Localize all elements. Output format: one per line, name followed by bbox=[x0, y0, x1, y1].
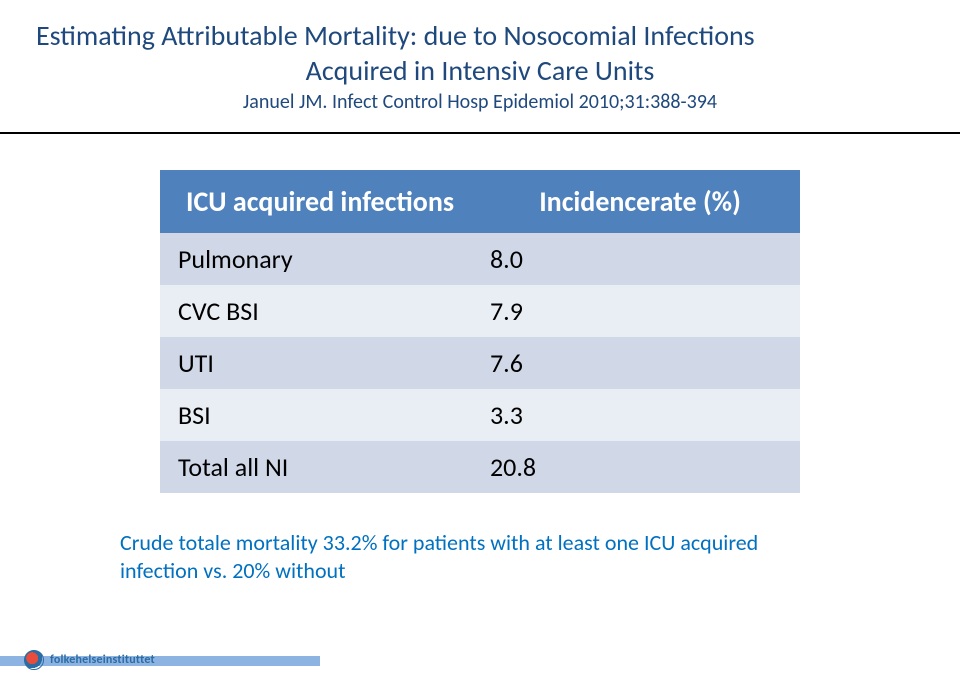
row-name: CVC BSI bbox=[160, 285, 480, 337]
row-name: Total all NI bbox=[160, 441, 480, 493]
table-row: BSI 3.3 bbox=[160, 389, 800, 441]
logo-mark-icon bbox=[24, 650, 44, 670]
footer-logo: folkehelseinstituttet bbox=[24, 650, 155, 670]
row-name: UTI bbox=[160, 337, 480, 389]
table-row: UTI 7.6 bbox=[160, 337, 800, 389]
title-block: Estimating Attributable Mortality: due t… bbox=[0, 0, 960, 122]
table-row: Pulmonary 8.0 bbox=[160, 233, 800, 285]
footnote: Crude totale mortality 33.2% for patient… bbox=[120, 529, 840, 584]
row-value: 20.8 bbox=[480, 441, 800, 493]
incidence-table: ICU acquired infections Incidencerate (%… bbox=[160, 170, 800, 493]
title-line2: Acquired in Intensiv Care Units bbox=[36, 53, 924, 88]
table-header-left: ICU acquired infections bbox=[160, 170, 480, 233]
table-row: Total all NI 20.8 bbox=[160, 441, 800, 493]
table-header-row: ICU acquired infections Incidencerate (%… bbox=[160, 170, 800, 233]
row-name: Pulmonary bbox=[160, 233, 480, 285]
title-line1: Estimating Attributable Mortality: due t… bbox=[36, 18, 924, 53]
content: ICU acquired infections Incidencerate (%… bbox=[0, 134, 960, 584]
table-header-right: Incidencerate (%) bbox=[480, 170, 800, 233]
title-subtitle: Januel JM. Infect Control Hosp Epidemiol… bbox=[36, 90, 924, 114]
logo-text: folkehelseinstituttet bbox=[50, 653, 155, 667]
footer: folkehelseinstituttet bbox=[0, 650, 960, 676]
row-value: 7.6 bbox=[480, 337, 800, 389]
table-row: CVC BSI 7.9 bbox=[160, 285, 800, 337]
row-name: BSI bbox=[160, 389, 480, 441]
slide: Estimating Attributable Mortality: due t… bbox=[0, 0, 960, 676]
row-value: 3.3 bbox=[480, 389, 800, 441]
row-value: 7.9 bbox=[480, 285, 800, 337]
row-value: 8.0 bbox=[480, 233, 800, 285]
